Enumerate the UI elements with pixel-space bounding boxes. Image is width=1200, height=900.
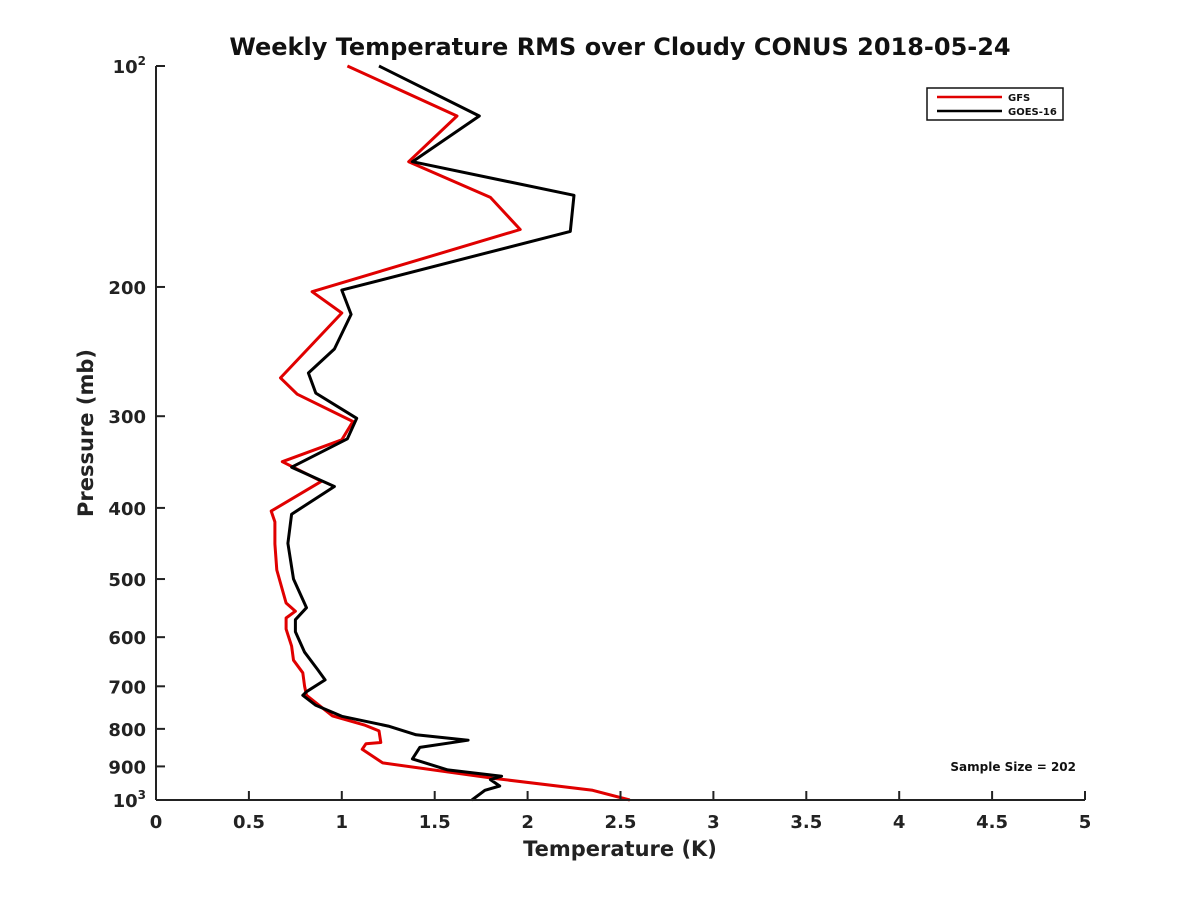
x-tick-label: 3 — [707, 812, 720, 833]
series-line-gfs — [269, 64, 631, 802]
plot-area — [269, 64, 631, 802]
x-tick-label: 5 — [1079, 812, 1092, 833]
y-tick-label: 500 — [108, 570, 146, 591]
x-axis-ticks: 0 0.5 1 1.5 2 2.5 3 3.5 4 4.5 5 — [150, 791, 1092, 833]
legend-label-gfs: GFS — [1008, 93, 1030, 104]
y-tick-label: 700 — [108, 677, 146, 698]
x-tick-label: 4.5 — [976, 812, 1008, 833]
y-tick-label: 102 — [113, 54, 146, 78]
legend-label-goes-16: GOES-16 — [1008, 107, 1057, 118]
x-tick-label: 4 — [893, 812, 906, 833]
y-axis-ticks: 102 200 300 400 500 600 700 800 900 103 — [108, 54, 165, 812]
y-tick-label: 200 — [108, 278, 146, 299]
chart-title: Weekly Temperature RMS over Cloudy CONUS… — [229, 33, 1010, 61]
x-tick-label: 3.5 — [790, 812, 822, 833]
legend-box — [926, 87, 1064, 121]
y-axis-label: Pressure (mb) — [74, 349, 98, 517]
x-tick-label: 2.5 — [605, 812, 637, 833]
x-tick-label: 0 — [150, 812, 163, 833]
y-tick-label: 300 — [108, 407, 146, 428]
y-tick-label: 103 — [113, 788, 146, 812]
y-tick-label: 800 — [108, 720, 146, 741]
y-tick-label: 600 — [108, 628, 146, 649]
x-tick-label: 2 — [521, 812, 534, 833]
sample-size-annotation: Sample Size = 202 — [950, 760, 1076, 774]
x-axis-label: Temperature (K) — [523, 837, 717, 861]
x-tick-label: 1 — [336, 812, 349, 833]
x-tick-label: 1.5 — [419, 812, 451, 833]
legend: GFS GOES-16 — [926, 87, 1064, 121]
x-tick-label: 0.5 — [233, 812, 265, 833]
series-line-goes-16 — [286, 64, 576, 802]
y-tick-label: 400 — [108, 499, 146, 520]
y-tick-label: 900 — [108, 757, 146, 778]
